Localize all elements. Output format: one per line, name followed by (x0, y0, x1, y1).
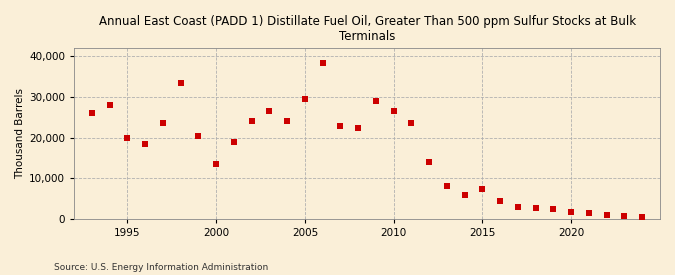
Point (637, 215, 647, 219)
Point (477, 186, 488, 191)
Point (619, 214, 630, 218)
Point (566, 210, 576, 214)
Point (495, 199, 506, 203)
Point (229, 140, 240, 144)
Text: Source: U.S. Energy Information Administration: Source: U.S. Energy Information Administ… (54, 263, 268, 272)
Point (459, 192, 470, 197)
Point (211, 162, 221, 166)
Point (193, 133, 204, 138)
Point (512, 205, 523, 209)
Point (122, 136, 133, 140)
Point (264, 109, 275, 114)
Point (317, 60, 328, 65)
Point (176, 81, 186, 85)
Point (140, 142, 151, 146)
Point (86, 111, 97, 116)
Point (105, 103, 115, 108)
Point (601, 213, 612, 217)
Point (388, 109, 399, 114)
Point (353, 125, 364, 130)
Point (300, 97, 310, 101)
Point (424, 160, 435, 164)
Point (531, 205, 541, 210)
Y-axis label: Thousand Barrels: Thousand Barrels (15, 88, 25, 179)
Point (548, 207, 559, 211)
Point (282, 119, 293, 124)
Point (371, 99, 381, 103)
Point (335, 123, 346, 128)
Point (584, 211, 595, 215)
Point (246, 119, 257, 124)
Title: Annual East Coast (PADD 1) Distillate Fuel Oil, Greater Than 500 ppm Sulfur Stoc: Annual East Coast (PADD 1) Distillate Fu… (99, 15, 636, 43)
Point (406, 121, 417, 126)
Point (157, 121, 168, 126)
Point (441, 184, 452, 189)
